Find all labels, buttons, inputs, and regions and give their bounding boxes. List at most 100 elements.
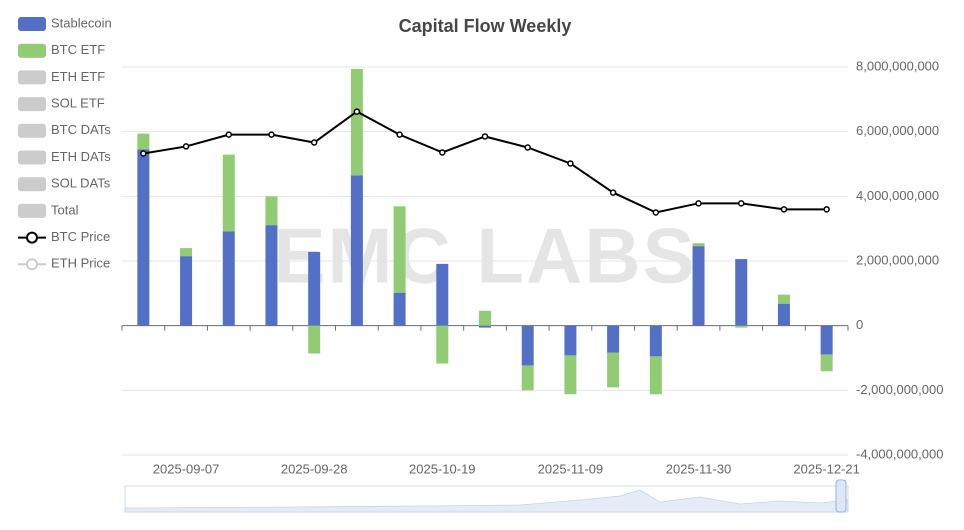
legend-swatch xyxy=(18,203,46,218)
price-point xyxy=(567,160,574,167)
legend-marker xyxy=(26,258,38,271)
bar-segment xyxy=(350,68,363,176)
x-tick-label: 2025-10-19 xyxy=(409,461,476,476)
price-point xyxy=(268,131,275,138)
price-point xyxy=(396,131,403,138)
legend-item[interactable]: ETH ETF xyxy=(18,69,105,85)
bar-segment xyxy=(777,294,790,304)
price-point xyxy=(652,209,660,216)
price-point xyxy=(695,200,702,207)
legend-swatch xyxy=(18,70,46,85)
legend-item[interactable]: SOL DATs xyxy=(18,176,111,192)
bar-segment xyxy=(649,325,662,357)
legend-label: ETH ETF xyxy=(51,69,105,84)
legend-label: Stablecoin xyxy=(51,15,112,30)
legend-label: SOL ETF xyxy=(51,96,105,111)
bar-segment xyxy=(265,225,278,326)
bar-segment xyxy=(436,325,449,364)
legend-label: ETH Price xyxy=(51,256,110,271)
slider-handle[interactable] xyxy=(835,479,847,513)
data-zoom-slider[interactable] xyxy=(124,479,849,513)
x-tick-label: 2025-11-09 xyxy=(538,461,604,476)
price-point xyxy=(353,108,361,115)
chart-title: Capital Flow Weekly xyxy=(399,16,572,36)
bar-segment xyxy=(777,303,790,326)
price-line xyxy=(143,110,827,214)
price-point xyxy=(780,206,788,213)
bar-segment xyxy=(692,243,705,247)
legend-swatch xyxy=(18,43,46,58)
y-tick-label: 8,000,000,000 xyxy=(856,58,939,73)
legend-label: BTC ETF xyxy=(51,42,105,57)
bar-segment xyxy=(820,354,833,372)
x-tick-label: 2025-09-28 xyxy=(281,461,348,476)
legend-label: ETH DATs xyxy=(51,149,111,164)
slider-preview xyxy=(124,489,849,513)
bar-segment xyxy=(137,133,150,150)
bar-segment xyxy=(564,325,577,356)
y-tick-label: 2,000,000,000 xyxy=(856,252,939,267)
price-point xyxy=(737,200,745,207)
bar-segment xyxy=(393,206,406,293)
legend-swatch xyxy=(18,97,46,112)
bar-segment xyxy=(607,325,620,353)
y-tick-label: 4,000,000,000 xyxy=(856,188,939,203)
legend-label: BTC DATs xyxy=(51,122,111,137)
bar-segment xyxy=(735,259,748,326)
legend-item[interactable]: BTC DATs xyxy=(18,122,111,138)
legend-swatch xyxy=(18,123,46,138)
bar-segment xyxy=(308,325,321,354)
legend-label: Total xyxy=(51,202,79,217)
legend-marker xyxy=(26,231,38,244)
legend-swatch xyxy=(18,177,46,192)
y-tick-label: 0 xyxy=(856,317,863,332)
bar-segment xyxy=(222,231,235,326)
legend-item[interactable]: ETH Price xyxy=(18,256,110,271)
price-point xyxy=(310,139,318,146)
bar-segment xyxy=(308,251,321,326)
legend-swatch xyxy=(18,150,46,165)
price-point xyxy=(140,150,147,157)
bar-segment xyxy=(436,263,449,326)
x-tick-label: 2025-09-07 xyxy=(153,461,220,476)
bar-segment xyxy=(393,292,406,326)
x-tick-label: 2025-12-21 xyxy=(793,461,860,476)
bar-segment xyxy=(222,154,235,232)
x-tick-label: 2025-11-30 xyxy=(666,461,732,476)
legend-label: SOL DATs xyxy=(51,176,111,191)
bar-segment xyxy=(137,149,150,326)
price-point xyxy=(439,149,446,156)
legend-swatch xyxy=(18,17,46,31)
bar-segment xyxy=(265,196,278,226)
price-point xyxy=(609,189,617,196)
bar-segment xyxy=(479,325,491,328)
bar-segment xyxy=(649,356,662,395)
bar-segment xyxy=(180,256,193,326)
y-tick-label: -2,000,000,000 xyxy=(856,382,943,397)
legend-item[interactable]: ETH DATs xyxy=(18,149,111,165)
bar-segment xyxy=(607,352,620,388)
bar-segment xyxy=(564,355,577,395)
legend-label: BTC Price xyxy=(51,229,110,244)
price-point xyxy=(225,131,233,138)
legend-item[interactable]: SOL ETF xyxy=(18,96,105,112)
legend-item[interactable]: Stablecoin xyxy=(18,15,112,31)
legend-item[interactable]: BTC ETF xyxy=(18,42,105,58)
price-point xyxy=(182,143,190,150)
legend-item[interactable]: BTC Price xyxy=(18,229,110,244)
bar-segment xyxy=(350,175,363,326)
bar-segment xyxy=(820,325,833,355)
bar-segment xyxy=(479,310,491,326)
legend-item[interactable]: Total xyxy=(18,202,79,218)
y-tick-label: 6,000,000,000 xyxy=(856,123,939,138)
bar-segment xyxy=(180,248,193,257)
bar-segment xyxy=(521,365,534,391)
price-point xyxy=(524,144,531,151)
price-point xyxy=(481,133,489,140)
price-point xyxy=(823,206,830,213)
watermark: EMC LABS xyxy=(273,212,696,300)
y-tick-label: -4,000,000,000 xyxy=(856,446,943,461)
bar-segment xyxy=(692,246,705,326)
bar-segment xyxy=(521,325,534,366)
